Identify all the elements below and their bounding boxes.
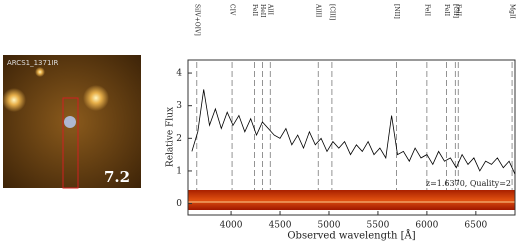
- emission-line-label: [CIII]: [328, 4, 335, 20]
- y-tick-label: 0: [176, 199, 182, 209]
- emission-line-label: FeII: [423, 4, 430, 17]
- emission-line-label: MgII: [509, 4, 516, 19]
- y-tick-label: 2: [176, 134, 182, 144]
- x-tick-label: 6500: [464, 221, 487, 231]
- x-tick-label: 4500: [269, 221, 292, 231]
- y-axis-label: Relative Flux: [166, 107, 176, 167]
- x-tick-label: 5000: [318, 221, 341, 231]
- axes-frame: [187, 59, 516, 216]
- slit: [62, 97, 79, 189]
- y-tick-label: 3: [176, 101, 182, 111]
- emission-line-label: SiIV+OIV]: [193, 4, 200, 36]
- annotation: z=1.6370, Quality=2: [426, 179, 511, 188]
- source: [83, 85, 109, 111]
- plot: 0 1 2 3 4 4000 4500 5000 5500 6000 6500 SiIV+OIV] CI…: [166, 3, 516, 242]
- emission-line-label: FeII: [455, 4, 462, 17]
- emission-line-label: AlII: [267, 3, 274, 16]
- spectrum-2d: [188, 190, 515, 210]
- emission-line-label: FeII: [251, 4, 258, 17]
- panel-label: ARCS1_1371IR: [7, 59, 58, 67]
- source: [35, 67, 45, 77]
- panel-score: 7.2: [104, 168, 130, 186]
- emission-line-label: HeII: [259, 4, 266, 18]
- y-tick-label: 4: [176, 69, 182, 79]
- y-tick-label: 1: [176, 166, 182, 176]
- image-panel: ARCS1_1371IR 7.2: [2, 55, 141, 189]
- x-axis-label: Observed wavelength [Å]: [287, 230, 415, 242]
- emission-line-label: FeII: [443, 4, 450, 17]
- emission-line-label: AlIII: [315, 3, 322, 18]
- x-tick-label: 5500: [366, 221, 389, 231]
- spectrum: [191, 89, 516, 175]
- emission-line-label: CIV: [229, 4, 236, 16]
- x-tick-label: 4000: [220, 221, 243, 231]
- source: [2, 88, 26, 112]
- source: [64, 116, 76, 128]
- x-tick-label: 6000: [415, 221, 438, 231]
- emission-line-label: [CII]: [452, 4, 459, 18]
- emission-line-label: [NII]: [393, 4, 400, 19]
